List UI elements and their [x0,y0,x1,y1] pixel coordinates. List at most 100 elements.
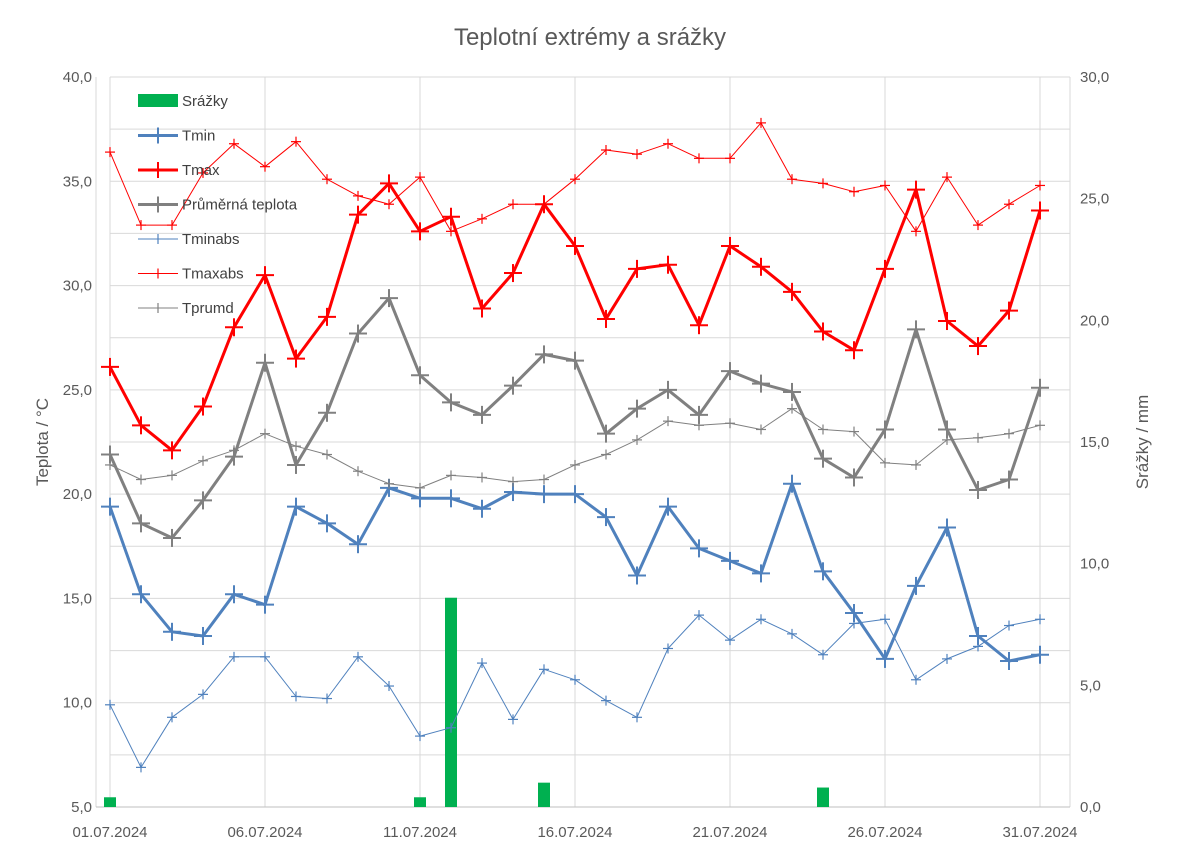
data-point-tminabs [880,614,890,625]
data-point-tprumd [291,441,301,452]
data-point-tmin [163,622,181,641]
data-point-tmin [752,564,770,583]
data-point-prumerna-teplota [442,393,460,412]
y2-tick-label: 15,0 [1080,434,1109,451]
data-point-tmaxabs [570,174,580,185]
data-point-tminabs [291,691,301,702]
y-tick-label: 20,0 [63,486,92,503]
data-point-prumerna-teplota [969,480,987,499]
data-point-tmaxabs [663,138,673,149]
data-point-tmax [163,441,181,460]
data-point-tminabs [136,762,146,773]
data-point-tmaxabs [725,153,735,164]
legend-label: Tprumd [182,300,234,317]
data-point-tmax [721,236,739,255]
data-point-prumerna-teplota [721,362,739,381]
data-point-tprumd [1035,420,1045,431]
data-point-tprumd [694,420,704,431]
data-point-tmax [876,259,894,278]
data-point-tminabs [353,651,363,662]
data-point-tminabs [229,651,239,662]
data-point-prumerna-teplota [907,320,925,339]
data-point-tmin [473,499,491,518]
data-point-tmaxabs [849,186,859,197]
data-point-tmaxabs [880,180,890,191]
data-point-tminabs [725,635,735,646]
y-tick-label: 5,0 [71,799,92,816]
data-point-prumerna-teplota [132,514,150,533]
data-point-tprumd [942,434,952,445]
data-point-tmax [907,180,925,199]
legend-item: Tmin [138,127,215,145]
legend-label: Tminabs [182,231,240,248]
legend-item: Srážky [138,93,228,110]
data-point-tmin [349,535,367,554]
data-point-tprumd [570,459,580,470]
data-point-tmin [442,489,460,508]
y2-tick-label: 5,0 [1080,677,1101,694]
data-point-tprumd [880,457,890,468]
data-point-tprumd [415,482,425,493]
data-point-tprumd [477,472,487,483]
legend-item: Tprumd [138,300,234,317]
data-point-prumerna-teplota [845,468,863,487]
data-point-tprumd [198,455,208,466]
data-point-tminabs [415,731,425,742]
axis-ticks: 5,0 10,0 15,0 20,0 25,0 30,0 35,0 40,0 0,0 5,0 10,… [63,69,1109,841]
x-tick-label: 01.07.2024 [72,824,147,841]
data-point-prumerna-teplota [1000,470,1018,489]
data-point-prumerna-teplota [566,351,584,370]
data-point-tmin [132,585,150,604]
data-point-tmaxabs [260,161,270,172]
precipitation-bar [445,597,457,807]
data-point-tmaxabs [756,117,766,128]
data-point-tprumd [818,424,828,435]
data-point-tprumd [663,416,673,427]
data-point-prumerna-teplota [504,376,522,395]
data-point-prumerna-teplota [783,382,801,401]
data-point-tmin [566,485,584,504]
data-point-prumerna-teplota [752,374,770,393]
data-point-prumerna-teplota [659,380,677,399]
y2-tick-label: 0,0 [1080,799,1101,816]
legend: Srážky Tmin Tmax Průměrná teplota Tminabs Tma… [138,93,298,317]
data-point-tmax [1031,201,1049,220]
x-tick-label: 06.07.2024 [227,824,302,841]
x-tick-label: 11.07.2024 [383,824,457,841]
data-point-tmax [783,282,801,301]
data-point-tmin [690,539,708,558]
data-point-prumerna-teplota [1031,378,1049,397]
data-point-tmaxabs [198,167,208,178]
data-point-prumerna-teplota [628,399,646,418]
precipitation-bar [817,787,829,807]
data-point-tminabs [260,651,270,662]
data-point-tminabs [1035,614,1045,625]
data-point-tprumd [384,478,394,489]
data-point-tprumd [632,434,642,445]
data-point-tmaxabs [136,220,146,231]
data-point-tmax [132,416,150,435]
data-point-tmax [349,205,367,224]
data-point-prumerna-teplota [597,424,615,443]
precipitation-bar [414,797,426,807]
legend-item: Tminabs [138,231,240,248]
precipitation-bar [538,782,550,807]
data-point-tmaxabs [632,149,642,160]
data-point-prumerna-teplota [194,491,212,510]
data-point-tmax [752,257,770,276]
data-point-tprumd [601,449,611,460]
data-point-tminabs [167,712,177,723]
data-point-tmax [194,397,212,416]
data-point-tmaxabs [942,172,952,183]
data-point-tmin [225,585,243,604]
data-point-tprumd [849,426,859,437]
data-point-tmaxabs [539,199,549,210]
data-point-tminabs [105,699,115,710]
data-point-tmin [814,562,832,581]
y-axis-label: Teplota / °C [33,398,52,486]
y2-tick-label: 10,0 [1080,556,1109,573]
data-point-tminabs [632,712,642,723]
data-point-tmax [597,309,615,328]
data-point-tminabs [818,649,828,660]
